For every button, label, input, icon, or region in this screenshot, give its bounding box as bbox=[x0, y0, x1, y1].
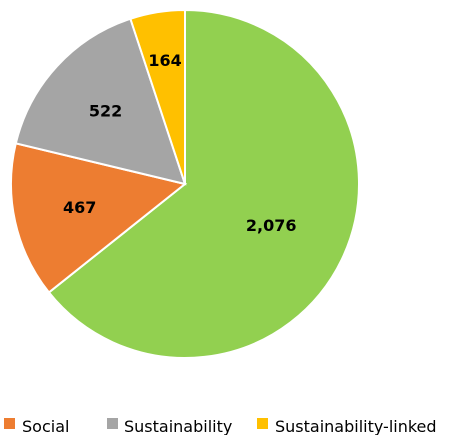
legend-item-sustainability: Sustainability bbox=[107, 417, 232, 435]
pie-slice-sustainability bbox=[14, 17, 187, 186]
data-label-sustainability: 522 bbox=[89, 101, 122, 120]
pie-slice-green bbox=[47, 8, 360, 359]
data-label-green: 2,076 bbox=[246, 216, 297, 235]
data-label-sustainability-linked: 164 bbox=[148, 51, 181, 70]
legend-item-social: Social bbox=[4, 417, 69, 435]
legend-swatch-sustainability bbox=[107, 418, 118, 429]
pie-slice-sustainability-linked bbox=[129, 8, 186, 185]
data-label-social: 467 bbox=[63, 198, 96, 217]
legend: Social Sustainability Sustainability-lin… bbox=[4, 417, 437, 435]
legend-label-sustainability: Sustainability bbox=[124, 417, 232, 435]
pie-data-labels: 2,076 467 522 164 bbox=[63, 51, 297, 235]
legend-label-sustainability-linked: Sustainability-linked bbox=[275, 417, 437, 435]
legend-label-social: Social bbox=[22, 417, 69, 435]
legend-swatch-sustainability-linked bbox=[257, 418, 268, 429]
pie-slice-social bbox=[10, 142, 188, 294]
legend-item-sustainability-linked: Sustainability-linked bbox=[257, 417, 437, 435]
legend-swatch-social bbox=[4, 418, 15, 429]
pie-slices bbox=[10, 8, 360, 359]
